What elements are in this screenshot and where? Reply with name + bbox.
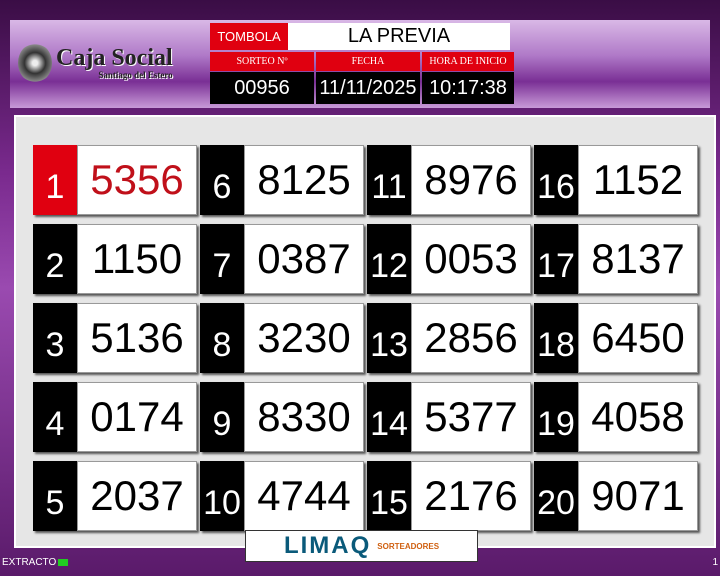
sponsor-tagline: SORTEADORES	[377, 541, 440, 551]
date-label: FECHA	[316, 52, 420, 71]
result-position: 6	[200, 145, 244, 215]
result-cell: 15 2176	[367, 461, 531, 531]
result-position: 1	[33, 145, 77, 215]
result-position: 13	[367, 303, 411, 373]
result-position: 9	[200, 382, 244, 452]
result-number: 2856	[411, 303, 531, 373]
result-number: 5356	[77, 145, 197, 215]
result-position: 19	[534, 382, 578, 452]
result-cell: 7 0387	[200, 224, 364, 294]
result-cell: 3 5136	[33, 303, 197, 373]
page-indicator: 1	[712, 557, 718, 568]
limaq-sponsor-logo: LIMAQ SORTEADORES	[245, 530, 478, 562]
result-number: 9071	[578, 461, 698, 531]
result-number: 2037	[77, 461, 197, 531]
status-label: EXTRACTO	[2, 557, 57, 568]
result-cell: 10 4744	[200, 461, 364, 531]
result-position: 17	[534, 224, 578, 294]
result-number: 0387	[244, 224, 364, 294]
result-cell: 16 1152	[534, 145, 698, 215]
result-position: 18	[534, 303, 578, 373]
result-cell: 6 8125	[200, 145, 364, 215]
result-cell: 5 2037	[33, 461, 197, 531]
start-time: 10:17:38	[422, 72, 514, 104]
result-number: 8125	[244, 145, 364, 215]
result-number: 5377	[411, 382, 531, 452]
result-cell: 2 1150	[33, 224, 197, 294]
result-position: 10	[200, 461, 244, 531]
draw-number: 00956	[210, 72, 314, 104]
logo-title: Caja Social	[56, 45, 173, 71]
result-cell: 12 0053	[367, 224, 531, 294]
result-number: 5136	[77, 303, 197, 373]
result-position: 12	[367, 224, 411, 294]
result-cell: 13 2856	[367, 303, 531, 373]
result-position: 11	[367, 145, 411, 215]
result-position: 4	[33, 382, 77, 452]
result-cell: 11 8976	[367, 145, 531, 215]
sponsor-name: LIMAQ	[283, 532, 372, 559]
result-number: 1152	[578, 145, 698, 215]
time-label: HORA DE INICIO	[422, 52, 514, 71]
result-cell: 14 5377	[367, 382, 531, 452]
draw-label: SORTEO Nº	[210, 52, 314, 71]
result-cell: 18 6450	[534, 303, 698, 373]
result-number: 1150	[77, 224, 197, 294]
result-cell: 19 4058	[534, 382, 698, 452]
result-position: 14	[367, 382, 411, 452]
game-name: LA PREVIA	[288, 23, 510, 50]
draw-date: 11/11/2025	[316, 72, 420, 104]
status-bar: EXTRACTO	[2, 557, 69, 568]
result-position: 2	[33, 224, 77, 294]
caja-social-logo: Caja Social Santiago del Estero	[18, 36, 178, 90]
result-position: 5	[33, 461, 77, 531]
result-number: 4058	[578, 382, 698, 452]
logo-subtitle: Santiago del Estero	[98, 70, 173, 80]
result-number: 2176	[411, 461, 531, 531]
result-number: 6450	[578, 303, 698, 373]
result-cell: 17 8137	[534, 224, 698, 294]
result-cell: 9 8330	[200, 382, 364, 452]
result-cell: 1 5356	[33, 145, 197, 215]
result-number: 0174	[77, 382, 197, 452]
result-position: 8	[200, 303, 244, 373]
result-number: 8137	[578, 224, 698, 294]
result-position: 20	[534, 461, 578, 531]
result-cell: 20 9071	[534, 461, 698, 531]
result-position: 7	[200, 224, 244, 294]
status-led-icon	[58, 559, 69, 566]
result-position: 16	[534, 145, 578, 215]
result-cell: 4 0174	[33, 382, 197, 452]
result-number: 8976	[411, 145, 531, 215]
result-number: 4744	[244, 461, 364, 531]
clover-logo-icon	[18, 43, 52, 83]
result-number: 3230	[244, 303, 364, 373]
game-label: TOMBOLA	[210, 23, 288, 50]
result-cell: 8 3230	[200, 303, 364, 373]
result-position: 15	[367, 461, 411, 531]
result-number: 0053	[411, 224, 531, 294]
result-number: 8330	[244, 382, 364, 452]
result-position: 3	[33, 303, 77, 373]
